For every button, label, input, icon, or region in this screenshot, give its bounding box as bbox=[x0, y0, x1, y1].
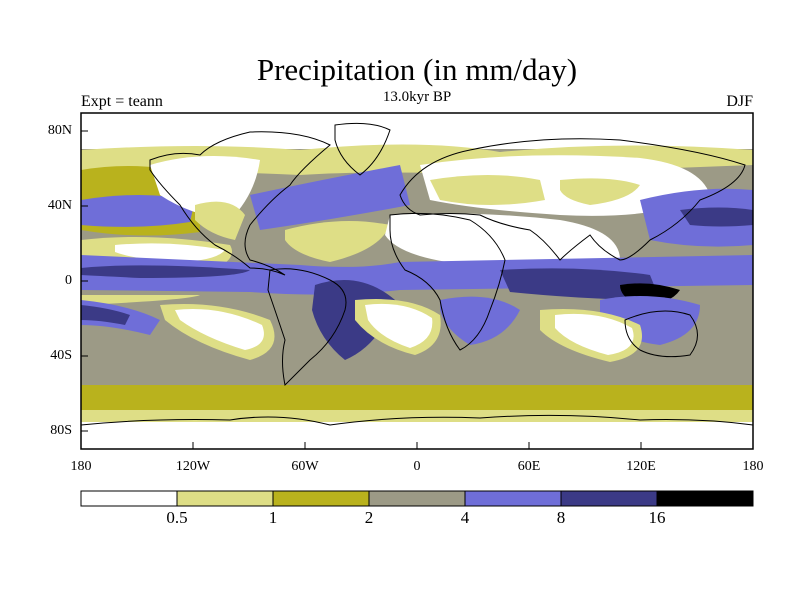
field-europe bbox=[430, 175, 545, 205]
field-spcz-core bbox=[81, 305, 130, 325]
field-south-africa bbox=[440, 296, 520, 345]
colorbar-label-0: 0.5 bbox=[166, 508, 188, 527]
lat-label-80n: 80N bbox=[47, 123, 72, 138]
field-sind-desert bbox=[555, 313, 634, 355]
coast-africa bbox=[389, 212, 506, 351]
lon-label-180w: 180 bbox=[70, 459, 92, 474]
field-natl-track bbox=[250, 165, 410, 230]
field-npac-desert bbox=[115, 243, 225, 262]
colorbar-box-1 bbox=[176, 490, 274, 507]
colorbar-box-5 bbox=[560, 490, 658, 507]
lon-label-120w: 120W bbox=[175, 459, 211, 474]
field-central-asia bbox=[560, 178, 640, 205]
map-subtitle: 13.0kyr BP bbox=[382, 89, 452, 105]
lon-label-120e: 120E bbox=[626, 459, 656, 474]
field-spac-desert bbox=[175, 309, 264, 350]
lat-label-40n: 40N bbox=[47, 198, 72, 213]
coast-antarctica bbox=[80, 414, 754, 426]
field-itcz-east-pac bbox=[81, 265, 250, 278]
colorbar-box-6 bbox=[656, 490, 754, 507]
field-nwpac-core bbox=[680, 207, 753, 227]
field-natl-dry bbox=[285, 221, 390, 262]
colorbar-label-1: 1 bbox=[268, 508, 278, 527]
colorbar-label-4: 8 bbox=[556, 508, 566, 527]
colorbar bbox=[80, 490, 754, 507]
colorbar-box-4 bbox=[464, 490, 562, 507]
colorbar-label-5: 16 bbox=[648, 508, 666, 527]
colorbar-box-2 bbox=[272, 490, 370, 507]
field-east-pac-dry bbox=[81, 295, 200, 305]
lon-label-0: 0 bbox=[413, 459, 421, 474]
coast-greenland bbox=[334, 122, 391, 176]
field-npac-track bbox=[81, 195, 195, 227]
colorbar-box-0 bbox=[80, 490, 178, 507]
experiment-label: Expt = teann bbox=[81, 93, 163, 110]
colorbar-label-3: 4 bbox=[460, 508, 470, 527]
coastlines bbox=[80, 122, 754, 426]
field-antarctic-edge bbox=[81, 410, 753, 422]
lat-label-0: 0 bbox=[65, 273, 72, 288]
field-sahara bbox=[385, 213, 620, 267]
lon-label-60w: 60W bbox=[291, 459, 319, 474]
coast-australia bbox=[624, 310, 698, 358]
lon-label-180e: 180 bbox=[742, 459, 764, 474]
colorbar-box-3 bbox=[368, 490, 466, 507]
coast-eurasia bbox=[399, 138, 746, 261]
map-ticks bbox=[81, 130, 642, 449]
field-satl-desert bbox=[365, 303, 433, 348]
coast-south-america bbox=[267, 268, 347, 387]
coast-north-america bbox=[149, 131, 331, 276]
field-arctic bbox=[81, 113, 753, 149]
map-field bbox=[81, 113, 753, 449]
field-namerica bbox=[150, 156, 260, 220]
field-us-dry bbox=[195, 201, 245, 240]
lat-label-80s: 80S bbox=[50, 423, 72, 438]
colorbar-label-2: 2 bbox=[364, 508, 374, 527]
season-label: DJF bbox=[726, 93, 753, 110]
lon-label-60e: 60E bbox=[517, 459, 541, 474]
field-itcz-indian bbox=[500, 268, 660, 300]
map-title: Precipitation (in mm/day) bbox=[256, 52, 578, 87]
lat-label-40s: 40S bbox=[50, 348, 72, 363]
